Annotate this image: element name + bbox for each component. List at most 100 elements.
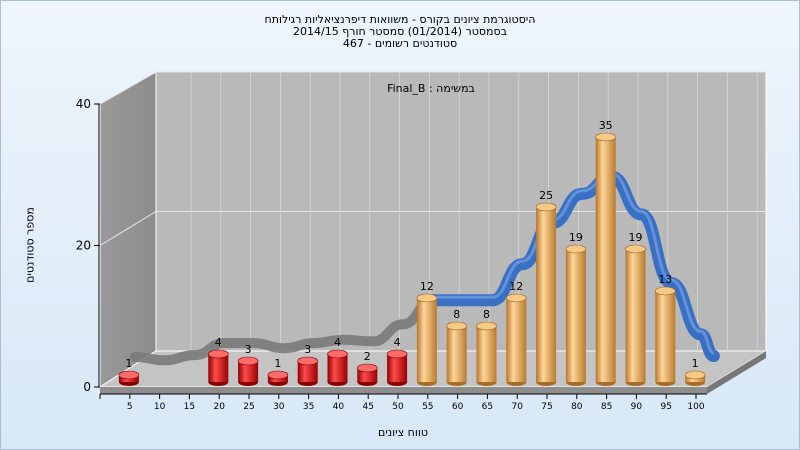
x-tick-label: 35 (303, 402, 314, 412)
bar: 25 (535, 189, 557, 386)
x-axis-label: טווח ציונים (378, 426, 428, 439)
x-tick-label: 95 (660, 402, 671, 412)
bar-body (536, 207, 557, 382)
bar: 1 (267, 357, 289, 386)
bar: 4 (386, 336, 408, 386)
bar-value-label: 12 (420, 280, 434, 293)
bar-top (118, 370, 140, 380)
floor-front-edge (100, 387, 707, 394)
bar-body (565, 249, 586, 382)
bar-top (297, 356, 319, 366)
bar-body (297, 361, 318, 382)
y-tick-label: 40 (76, 97, 91, 111)
bar: 35 (595, 119, 617, 386)
x-tick-label: 25 (243, 402, 254, 412)
bar-value-label: 1 (274, 357, 281, 370)
bar-top (416, 293, 438, 303)
x-tick-label: 30 (273, 402, 285, 412)
bar: 8 (476, 308, 497, 386)
bar-top (535, 202, 557, 212)
x-tick-label: 5 (127, 402, 133, 412)
x-tick-label: 60 (452, 402, 464, 412)
x-tick-label: 10 (154, 402, 166, 412)
bar: 3 (297, 343, 319, 386)
bar: 4 (208, 336, 229, 386)
x-tick-label: 55 (422, 402, 433, 412)
bar-top (208, 349, 229, 359)
bar: 1 (118, 357, 140, 386)
bar: 12 (416, 280, 438, 386)
title-line-1: היסטוגרמת ציונים בקורס - משוואות דיפרנצי… (264, 13, 536, 26)
side-wall (99, 71, 157, 388)
bar-value-label: 3 (304, 343, 311, 356)
bar-top (386, 349, 408, 359)
y-axis: 0 20 40 (76, 97, 100, 394)
bar-value-label: 4 (394, 336, 401, 349)
bar-body (476, 326, 497, 382)
bar: 4 (327, 336, 348, 386)
x-axis: 5 10 15 20 25 30 35 40 45 50 55 60 65 70 75 80 85 90 95 100 (99, 393, 707, 412)
bar-value-label: 12 (509, 280, 523, 293)
x-tick-label: 70 (511, 402, 523, 412)
bar: 19 (625, 231, 646, 386)
bar-body (655, 291, 676, 382)
x-tick-label: 100 (687, 402, 704, 412)
bar-body (625, 249, 646, 382)
x-tick-label: 45 (362, 402, 373, 412)
bar-body (506, 298, 527, 382)
bar-top (625, 244, 646, 254)
bar-body (387, 354, 408, 382)
x-tick-label: 50 (392, 402, 404, 412)
bar-top (505, 293, 527, 303)
distribution-curve (129, 170, 720, 366)
title-line-2: בסמסטר (01/2014) סמסטר חורף 2014/15 (293, 25, 507, 38)
bar-top (565, 244, 587, 254)
bar-body (327, 354, 348, 382)
x-tick-label: 15 (184, 402, 195, 412)
chart-subtitle: Final_B : במשימה (387, 82, 475, 95)
curve-fail-segment (129, 295, 438, 366)
gridline-side (99, 71, 157, 105)
bar-top (267, 370, 289, 380)
floor-right-edge (707, 351, 766, 394)
bar-top (595, 132, 617, 142)
y-tick-label: 0 (83, 380, 91, 394)
bar: 2 (356, 350, 378, 386)
y-tick-label: 20 (76, 239, 91, 253)
bar-value-label: 25 (539, 189, 553, 202)
bar: 12 (505, 280, 527, 386)
x-tick-label: 90 (631, 402, 643, 412)
x-tick-label: 80 (571, 402, 583, 412)
bar-value-label: 19 (629, 231, 643, 244)
x-tick-label: 75 (541, 402, 552, 412)
bar-top (446, 321, 468, 331)
x-tick-label: 65 (482, 402, 493, 412)
bar: 13 (654, 273, 676, 386)
bar-value-label: 35 (599, 119, 613, 132)
bar-top (237, 356, 259, 366)
bar-value-label: 1 (692, 357, 699, 370)
bar-value-label: 3 (245, 343, 252, 356)
bar-value-label: 8 (483, 308, 490, 321)
bar: 3 (237, 343, 259, 386)
bar-value-label: 1 (125, 357, 132, 370)
bar-body (208, 354, 229, 382)
bar-value-label: 2 (364, 350, 371, 363)
bar-body (416, 298, 437, 382)
bar-top (327, 349, 348, 359)
bar-top (684, 370, 706, 380)
x-tick-label: 40 (333, 402, 345, 412)
bar-value-label: 8 (453, 308, 460, 321)
bar-top (356, 363, 378, 373)
title-line-3: 467 - סטודנטים רשומים (342, 37, 458, 50)
bar-value-label: 19 (569, 231, 583, 244)
bar-value-label: 4 (215, 336, 222, 349)
bar-top (654, 286, 676, 296)
curve-highlight (432, 172, 715, 355)
bar-top (476, 321, 497, 331)
bar-body (595, 137, 616, 382)
bar-value-label: 13 (658, 273, 672, 286)
x-tick-label: 20 (213, 402, 225, 412)
